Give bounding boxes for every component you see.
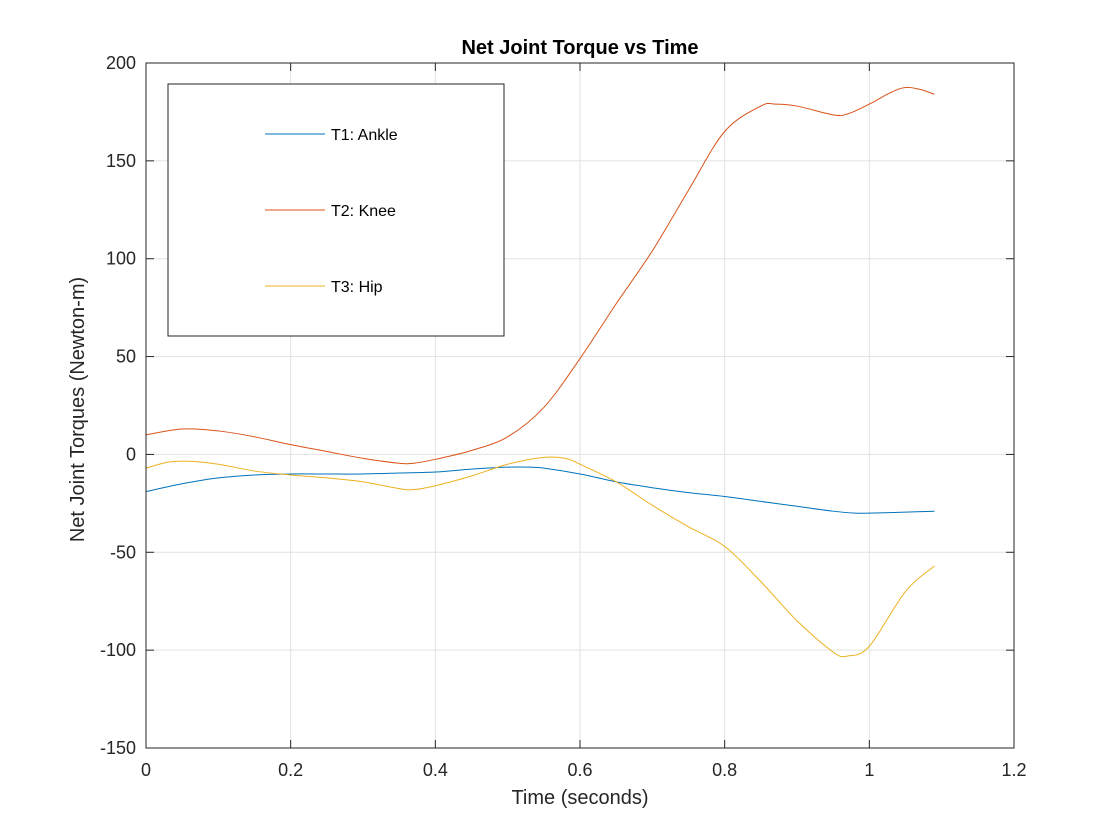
y-axis-label: Net Joint Torques (Newton-m) xyxy=(67,277,89,542)
series-line-2 xyxy=(145,86,935,465)
y-tick-label: 200 xyxy=(106,53,136,73)
y-tick-label: -100 xyxy=(100,640,136,660)
x-tick-label: 0.4 xyxy=(423,760,448,780)
legend-label: T1: Ankle xyxy=(331,127,398,144)
x-tick-label: 0 xyxy=(141,760,151,780)
y-tick-label: -50 xyxy=(110,542,136,562)
legend-label: T2: Knee xyxy=(331,203,396,220)
legend-label: T3: Hip xyxy=(331,279,383,296)
legend-box xyxy=(167,83,505,337)
series-line-3 xyxy=(145,456,935,658)
legend: T1: Ankle T2: Knee T3: Hip xyxy=(167,83,505,337)
x-tick-label: 0.6 xyxy=(567,760,592,780)
y-tick-label: 150 xyxy=(106,151,136,171)
y-tick-label: -150 xyxy=(100,738,136,758)
series-lines xyxy=(145,86,935,658)
legend-items: T1: Ankle T2: Knee T3: Hip xyxy=(265,127,398,296)
x-tick-label: 0.8 xyxy=(712,760,737,780)
x-axis-label: Time (seconds) xyxy=(511,787,648,809)
series-line-1 xyxy=(145,466,935,514)
y-tick-label: 50 xyxy=(116,347,136,367)
x-tick-label: 1.2 xyxy=(1001,760,1026,780)
x-tick-label: 1 xyxy=(864,760,874,780)
grid-lines xyxy=(146,63,1014,748)
axis-ticks: 0 0.2 0.4 0.6 0.8 1 1.2 -150 -100 -50 0 50 100 150 200 xyxy=(100,53,1027,780)
y-tick-label: 0 xyxy=(126,444,136,464)
chart-title: Net Joint Torque vs Time xyxy=(461,37,698,59)
x-tick-label: 0.2 xyxy=(278,760,303,780)
y-tick-label: 100 xyxy=(106,249,136,269)
